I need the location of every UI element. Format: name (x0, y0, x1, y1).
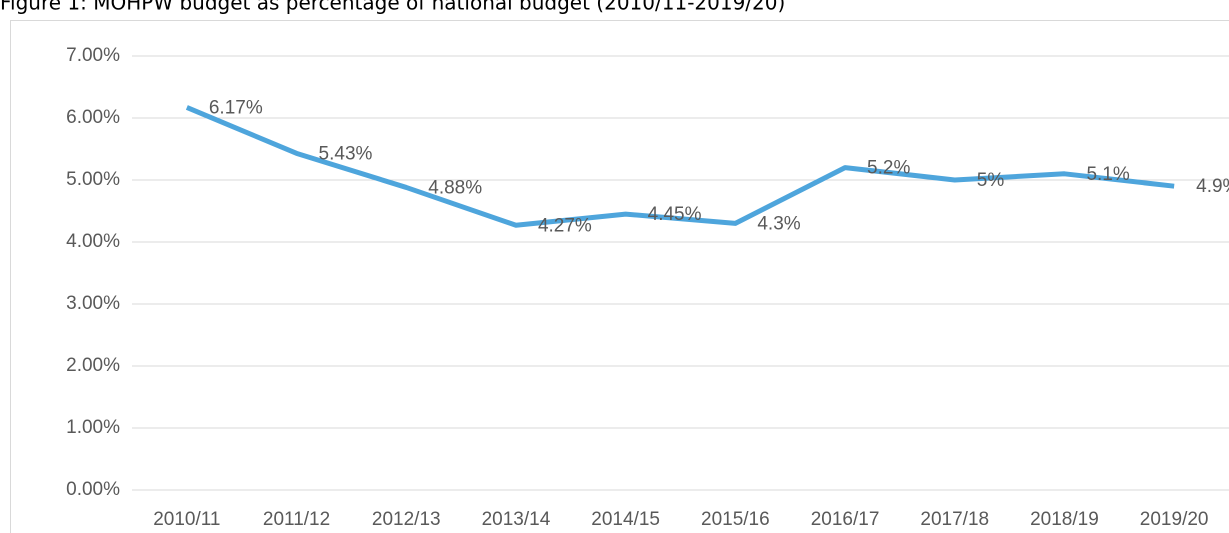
y-tick-label: 1.00% (66, 417, 120, 438)
series-line (185, 105, 1175, 228)
data-label: 4.9% (1196, 176, 1229, 197)
x-tick-label: 2016/17 (811, 509, 880, 530)
x-tick-label: 2014/15 (591, 509, 660, 530)
x-tick-label: 2010/11 (153, 509, 220, 530)
x-tick-label: 2015/16 (701, 509, 770, 530)
data-label: 5.1% (1086, 164, 1129, 185)
data-label: 4.3% (757, 213, 800, 234)
y-tick-label: 0.00% (66, 479, 120, 500)
y-tick-label: 3.00% (66, 293, 120, 314)
y-tick-label: 7.00% (66, 45, 120, 66)
y-tick-label: 5.00% (66, 169, 120, 190)
x-tick-label: 2011/12 (263, 509, 330, 530)
data-label: 5% (977, 170, 1005, 191)
data-label: 5.2% (867, 158, 910, 179)
y-tick-label: 4.00% (66, 231, 120, 252)
data-label: 4.27% (538, 215, 592, 236)
data-label: 6.17% (209, 97, 263, 118)
x-tick-label: 2017/18 (920, 509, 989, 530)
y-tick-label: 6.00% (66, 107, 120, 128)
data-label: 4.45% (648, 204, 702, 225)
x-tick-label: 2012/13 (372, 509, 441, 530)
x-tick-label: 2019/20 (1140, 509, 1209, 530)
data-label: 4.88% (428, 177, 482, 198)
data-label: 5.43% (319, 143, 373, 164)
y-tick-label: 2.00% (66, 355, 120, 376)
x-tick-label: 2018/19 (1030, 509, 1099, 530)
chart-title: Figure 1: MOHPW budget as percentage of … (0, 0, 785, 15)
x-tick-label: 2013/14 (482, 509, 551, 530)
